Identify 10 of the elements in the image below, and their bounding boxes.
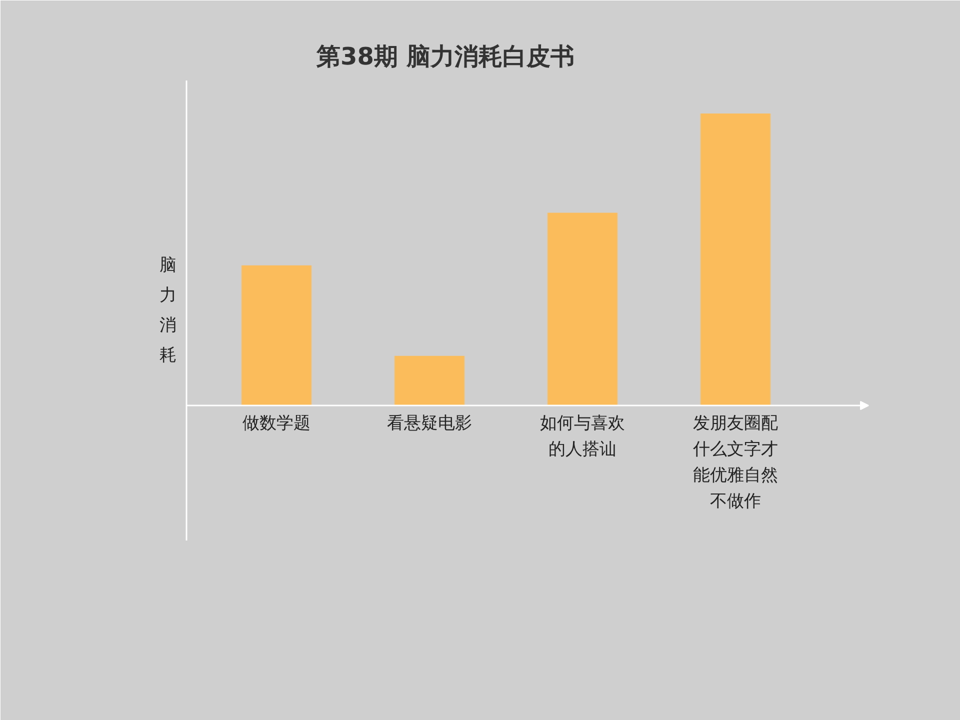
bar: [242, 265, 312, 406]
bar: [548, 212, 618, 406]
bar: [700, 114, 770, 406]
x-tick-label: 做数学题: [242, 414, 310, 434]
bar: [394, 356, 464, 406]
chart-title: 第38期 脑力消耗白皮书: [316, 42, 574, 70]
x-tick-label: 发朋友圈配什么文字才能优雅自然不做作: [692, 414, 778, 512]
x-tick-label: 看悬疑电影: [387, 414, 472, 434]
y-axis-title: 脑力消耗: [160, 256, 176, 366]
x-tick-label: 如何与喜欢的人搭讪: [540, 414, 625, 460]
